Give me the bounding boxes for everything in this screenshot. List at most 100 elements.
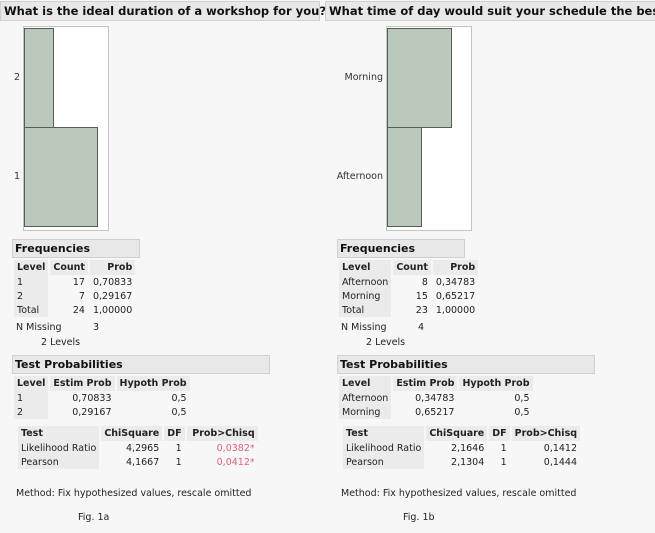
table-cell: 17: [72, 276, 85, 288]
chart-bar[interactable]: [387, 127, 422, 227]
level-label: Morning: [344, 72, 383, 83]
level-label: 2: [13, 72, 20, 83]
table-cell: 1: [175, 456, 182, 468]
chart-bar[interactable]: [24, 28, 54, 128]
table-row: 2 0,29167 0,5: [14, 405, 190, 419]
column-header: ChiSquare: [101, 426, 163, 441]
table-cell: 0,1412: [543, 442, 578, 454]
table-cell: 0,70833: [92, 276, 133, 288]
level-label: 1: [13, 171, 20, 182]
table-cell: 24: [72, 304, 85, 316]
figure-caption: Fig. 1a: [78, 512, 110, 523]
level-label: Afternoon: [336, 171, 383, 182]
table-cell: 0,34783: [415, 392, 455, 404]
column-header: Prob: [432, 260, 479, 275]
table-cell: 2: [14, 405, 49, 419]
column-header: Test: [18, 426, 100, 441]
table-cell: 0,34783: [435, 276, 476, 288]
column-header: Count: [50, 260, 88, 275]
column-header: Count: [393, 260, 431, 275]
table-cell: Likelihood Ratio: [343, 441, 425, 455]
test-probabilities-table: Level Estim Prob Hypoth Prob 1 0,70833 0,5 2 0,…: [12, 376, 192, 419]
column-header: Level: [339, 260, 392, 275]
frequencies-table: Level Count Prob 1 17 0,70833 2 7 0,29167 Total 24…: [12, 260, 137, 317]
table-cell: 2: [14, 289, 49, 303]
column-header: Level: [14, 260, 49, 275]
table-cell: 0,5: [171, 392, 187, 404]
table-cell: 8: [421, 276, 428, 288]
chart-bar[interactable]: [24, 127, 98, 227]
table-cell: 1: [500, 456, 507, 468]
n-missing-value: 3: [93, 322, 100, 333]
table-cell: 0,5: [514, 392, 530, 404]
table-cell: 0,29167: [92, 290, 133, 302]
table-cell: 0,0382*: [216, 442, 255, 454]
test-probabilities-table: Level Estim Prob Hypoth Prob Afternoon 0,347…: [337, 376, 535, 419]
column-header: Level: [14, 376, 49, 391]
table-cell: Morning: [339, 405, 392, 419]
column-header: Prob>Chisq: [511, 426, 581, 441]
table-cell: Pearson: [343, 455, 425, 469]
table-cell: Morning: [339, 289, 392, 303]
report-panel: What time of day would suit your schedul…: [325, 0, 655, 533]
table-row: Likelihood Ratio 4,2965 1 0,0382*: [18, 441, 258, 455]
table-cell: Total: [339, 303, 392, 317]
table-cell: 2,1304: [451, 456, 485, 468]
table-cell: 15: [415, 290, 428, 302]
bar-chart: [386, 26, 472, 231]
column-header: Estim Prob: [393, 376, 458, 391]
column-header: Level: [339, 376, 392, 391]
table-cell: 0,70833: [72, 392, 112, 404]
column-header: Prob: [89, 260, 136, 275]
table-row: Pearson 4,1667 1 0,0412*: [18, 455, 258, 469]
table-cell: Total: [14, 303, 49, 317]
n-missing-value: 4: [418, 322, 425, 333]
table-cell: 1,00000: [92, 304, 133, 316]
table-cell: Likelihood Ratio: [18, 441, 100, 455]
table-cell: 0,1444: [543, 456, 578, 468]
figure-caption: Fig. 1b: [403, 512, 435, 523]
test-probabilities-header[interactable]: Test Probabilities: [12, 355, 270, 374]
method-note: Method: Fix hypothesized values, rescale…: [341, 488, 577, 499]
table-cell: 0,5: [171, 406, 187, 418]
bar-chart: [23, 26, 109, 231]
table-cell: 7: [78, 290, 85, 302]
table-cell: Afternoon: [339, 391, 392, 405]
question-title[interactable]: What is the ideal duration of a workshop…: [0, 1, 326, 21]
column-header: DF: [489, 426, 510, 441]
frequencies-header[interactable]: Frequencies: [337, 239, 465, 258]
table-cell: 1: [14, 275, 49, 289]
table-cell: 23: [415, 304, 428, 316]
table-row: Pearson 2,1304 1 0,1444: [343, 455, 580, 469]
table-cell: Pearson: [18, 455, 100, 469]
table-cell: 1: [500, 442, 507, 454]
table-row: Total 23 1,00000: [339, 303, 478, 317]
table-row: Morning 0,65217 0,5: [339, 405, 533, 419]
table-cell: 0,5: [514, 406, 530, 418]
table-cell: 0,29167: [72, 406, 112, 418]
table-cell: 1,00000: [435, 304, 476, 316]
column-header: ChiSquare: [426, 426, 488, 441]
table-cell: Afternoon: [339, 275, 392, 289]
table-row: 1 0,70833 0,5: [14, 391, 190, 405]
test-probabilities-header[interactable]: Test Probabilities: [337, 355, 595, 374]
table-row: Total 24 1,00000: [14, 303, 135, 317]
frequencies-header[interactable]: Frequencies: [12, 239, 140, 258]
column-header: DF: [164, 426, 185, 441]
table-row: Likelihood Ratio 2,1646 1 0,1412: [343, 441, 580, 455]
column-header: Hypoth Prob: [116, 376, 190, 391]
table-cell: 0,65217: [415, 406, 455, 418]
table-row: Afternoon 8 0,34783: [339, 275, 478, 289]
table-row: 1 17 0,70833: [14, 275, 135, 289]
table-cell: 1: [175, 442, 182, 454]
column-header: Prob>Chisq: [186, 426, 258, 441]
n-missing-label: N Missing: [341, 322, 387, 333]
column-header: Hypoth Prob: [459, 376, 533, 391]
table-cell: 0,65217: [435, 290, 476, 302]
question-title[interactable]: What time of day would suit your schedul…: [325, 1, 655, 21]
levels-count: 2 Levels: [41, 337, 81, 348]
column-header: Estim Prob: [50, 376, 115, 391]
table-row: Morning 15 0,65217: [339, 289, 478, 303]
chart-bar[interactable]: [387, 28, 452, 128]
table-row: Afternoon 0,34783 0,5: [339, 391, 533, 405]
